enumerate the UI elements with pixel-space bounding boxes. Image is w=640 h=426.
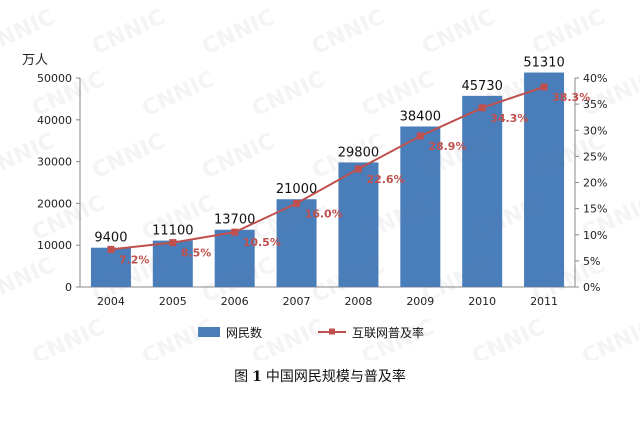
y-right-tick-label: 5%	[583, 255, 600, 268]
line-point	[478, 104, 486, 112]
x-tick-label: 2009	[406, 295, 434, 308]
line-value-label: 8.5%	[181, 247, 212, 260]
x-tick-label: 2006	[221, 295, 249, 308]
bar-value-label: 45730	[462, 79, 503, 94]
line-value-label: 10.5%	[243, 236, 281, 249]
bar-value-label: 21000	[276, 182, 317, 197]
line-point	[169, 239, 177, 247]
y-right-tick-label: 35%	[583, 98, 607, 111]
y-left-tick-label: 0	[65, 281, 72, 294]
y-right-tick-label: 40%	[583, 72, 607, 85]
x-tick-label: 2005	[159, 295, 187, 308]
x-tick-label: 2004	[97, 295, 125, 308]
bar	[338, 162, 379, 287]
y-right-tick-label: 10%	[583, 229, 607, 242]
line-point	[293, 199, 301, 207]
bar	[524, 72, 565, 287]
legend-swatch-bars	[198, 327, 220, 337]
line-value-label: 28.9%	[428, 140, 466, 153]
bar-value-label: 9400	[94, 231, 127, 246]
line-point	[540, 83, 548, 91]
legend-label-bars: 网民数	[226, 325, 262, 340]
y-left-tick-label: 20000	[37, 197, 72, 210]
legend-swatch-line-marker	[329, 328, 335, 335]
line-series-path	[110, 85, 545, 251]
y-right-tick-label: 30%	[583, 124, 607, 137]
line-value-label: 38.3%	[552, 91, 590, 104]
line-value-label: 34.3%	[490, 112, 528, 125]
bar	[462, 95, 503, 287]
y-left-tick-label: 30000	[37, 156, 72, 169]
bar	[152, 240, 193, 287]
chart-svg: 万人 0 10000 20000 30000 40000 50000 0% 5% 10% 15% 20…	[22, 53, 607, 340]
caption-number: 1	[252, 369, 262, 385]
x-tick-label: 2007	[283, 295, 311, 308]
x-tick-label: 2008	[344, 295, 372, 308]
bar	[276, 199, 317, 287]
bar	[214, 229, 255, 287]
line-point	[416, 132, 424, 140]
y-right-tick-label: 0%	[583, 281, 600, 294]
caption-prefix: 图	[234, 369, 249, 385]
caption-text: 中国网民规模与普及率	[265, 369, 406, 385]
y-right-tick-label: 15%	[583, 203, 607, 216]
y-left-tick-label: 40000	[37, 114, 72, 127]
x-tick-label: 2011	[530, 295, 558, 308]
y-axis-unit-label: 万人	[22, 53, 48, 68]
bar-value-label: 29800	[338, 145, 379, 160]
bar	[90, 247, 131, 287]
x-tick-label: 2010	[468, 295, 496, 308]
line-point	[354, 165, 362, 173]
figure-caption: 图 1 中国网民规模与普及率	[0, 366, 640, 386]
line-point	[231, 228, 239, 236]
line-point	[107, 245, 115, 253]
bar-value-label: 38400	[400, 109, 441, 124]
legend-label-line: 互联网普及率	[352, 325, 424, 340]
line-value-label: 22.6%	[366, 173, 404, 186]
y-left-tick-label: 50000	[37, 72, 72, 85]
line-value-label: 7.2%	[119, 253, 150, 266]
y-left-tick-label: 10000	[37, 239, 72, 252]
line-value-label: 16.0%	[305, 207, 343, 220]
bar-value-label: 13700	[214, 213, 255, 228]
y-right-tick-label: 20%	[583, 177, 607, 190]
bar-value-label: 51310	[523, 56, 564, 71]
y-right-tick-label: 25%	[583, 150, 607, 163]
bar	[400, 126, 441, 287]
bar-value-label: 11100	[152, 224, 193, 239]
